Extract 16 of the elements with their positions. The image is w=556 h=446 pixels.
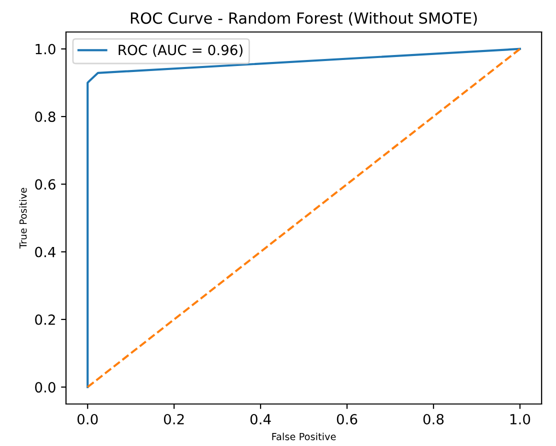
legend-label: ROC (AUC = 0.96) xyxy=(118,44,242,57)
y-tick-label: 0.8 xyxy=(35,112,56,122)
chart-title: ROC Curve - Random Forest (Without SMOTE) xyxy=(130,12,477,26)
y-tick-label: 0.6 xyxy=(35,179,56,190)
x-tick-label: 0.6 xyxy=(336,414,358,424)
x-tick-label: 0.0 xyxy=(77,414,98,424)
y-tick-label: 0.0 xyxy=(35,382,56,393)
x-tick-label: 0.2 xyxy=(164,414,184,424)
y-tick-label: 0.4 xyxy=(35,246,56,258)
x-tick-label: 0.4 xyxy=(250,414,271,424)
y-tick-label: 1.0 xyxy=(36,44,56,54)
x-axis-title: False Positive xyxy=(272,432,336,440)
y-axis-title: True Positive xyxy=(19,188,27,249)
y-tick-label: 0.2 xyxy=(35,314,55,325)
x-tick-label: 1.0 xyxy=(510,414,530,424)
x-tick-label: 0.8 xyxy=(423,414,444,424)
